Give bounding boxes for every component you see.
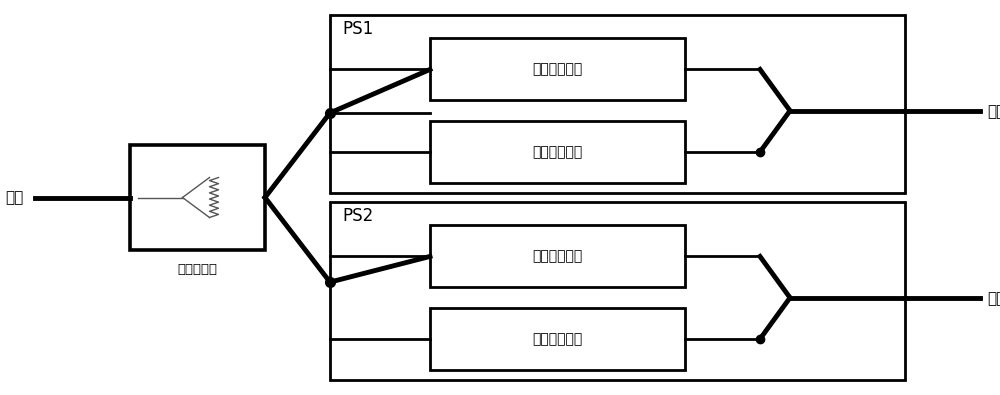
Text: 输出2: 输出2: [987, 290, 1000, 305]
Bar: [330, 202, 905, 380]
Text: 输入: 输入: [5, 190, 23, 205]
Text: 相移分支电路: 相移分支电路: [532, 145, 583, 159]
Bar: [430, 121, 685, 183]
Text: 参考分支电路: 参考分支电路: [532, 62, 583, 77]
Text: PS2: PS2: [342, 207, 373, 225]
Text: 输出1: 输出1: [987, 103, 1000, 118]
Text: 相移分支电路: 相移分支电路: [532, 332, 583, 346]
Bar: [330, 15, 905, 193]
Text: PS1: PS1: [342, 20, 373, 38]
Bar: [430, 226, 685, 288]
Bar: [130, 145, 265, 250]
Text: 参考分支电路: 参考分支电路: [532, 249, 583, 263]
Bar: [430, 308, 685, 370]
Bar: [430, 38, 685, 100]
Text: 功率分配器: 功率分配器: [178, 263, 218, 276]
